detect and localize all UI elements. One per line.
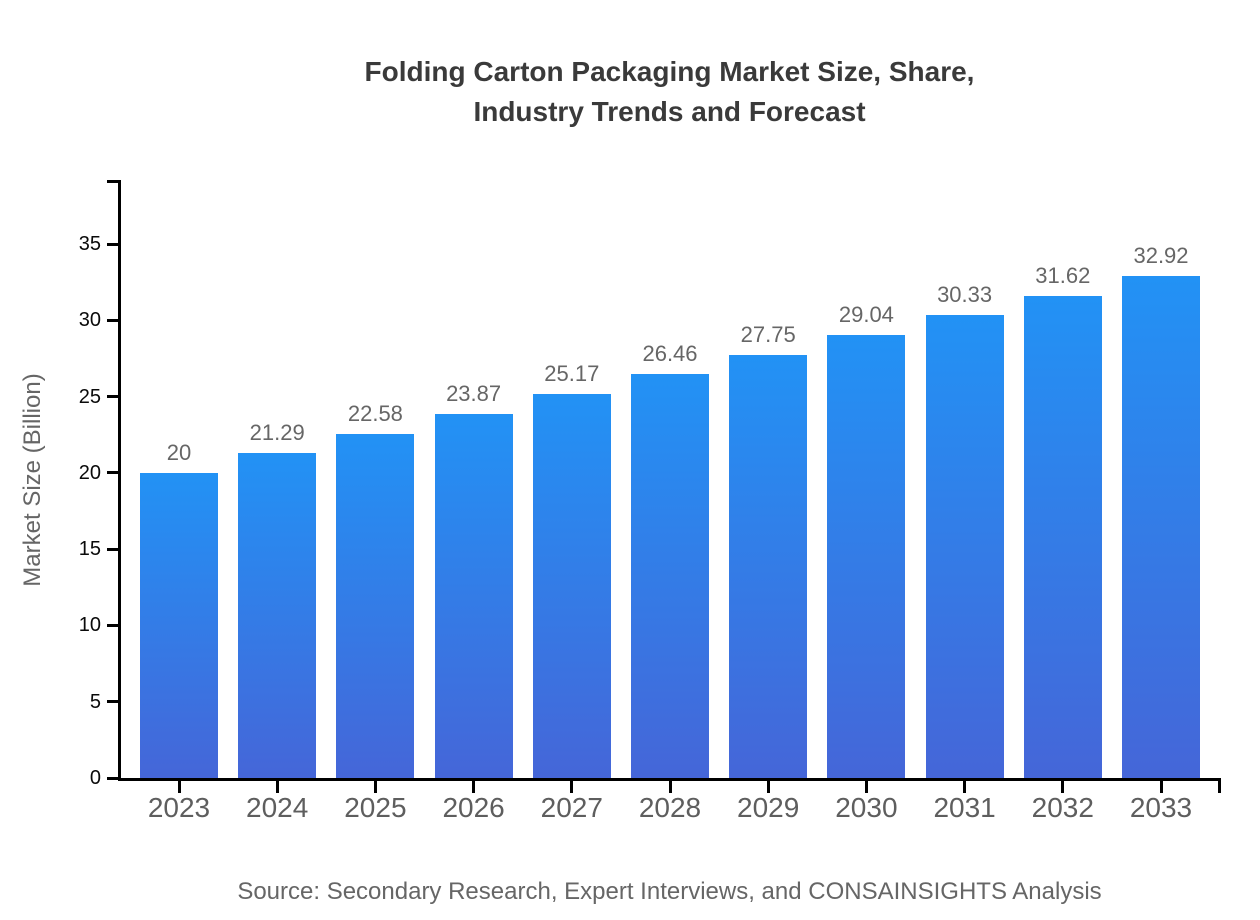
x-axis-tick-label: 2029 bbox=[737, 792, 800, 823]
y-axis-tick-label: 20 bbox=[78, 461, 101, 484]
x-axis-tick bbox=[766, 778, 770, 793]
y-axis-tick-label: 30 bbox=[78, 309, 101, 332]
x-axis-tick bbox=[864, 778, 868, 793]
bar-value-label: 23.87 bbox=[446, 380, 502, 406]
source-text: Source: Secondary Research, Expert Inter… bbox=[237, 878, 1102, 905]
y-axis-end-cap bbox=[107, 180, 121, 183]
x-axis-tick-label: 2028 bbox=[638, 792, 702, 823]
x-axis-tick-label: 2032 bbox=[1031, 792, 1094, 823]
plot-area: 0 5 10 15 20 25 30 35 20 2023 21.29 2024 22.58 2025 23… bbox=[79, 180, 1221, 823]
y-axis-tick-label: 5 bbox=[89, 690, 101, 713]
x-axis-tick-label: 2027 bbox=[540, 792, 603, 823]
x-axis-tick bbox=[177, 778, 181, 793]
y-axis-tick-label: 0 bbox=[89, 767, 101, 789]
x-axis-tick bbox=[1061, 778, 1065, 793]
bar-2033 bbox=[1122, 275, 1200, 778]
x-axis-tick-label: 2030 bbox=[835, 792, 898, 823]
bar-2023 bbox=[140, 472, 218, 778]
bar-value-label: 26.46 bbox=[642, 341, 698, 367]
x-axis-tick bbox=[570, 778, 574, 793]
x-axis-tick-label: 2024 bbox=[246, 792, 309, 823]
bar-2026 bbox=[434, 413, 513, 778]
x-axis-tick-label: 2033 bbox=[1129, 792, 1193, 823]
chart-title-line-2: Industry Trends and Forecast bbox=[473, 96, 866, 127]
bar-value-label: 27.75 bbox=[740, 321, 796, 347]
bar-value-label: 30.33 bbox=[937, 282, 993, 308]
bar-2029 bbox=[729, 354, 808, 778]
bar-value-label: 31.62 bbox=[1035, 262, 1091, 288]
x-axis-tick-label: 2026 bbox=[442, 792, 505, 823]
bar-2024 bbox=[238, 453, 317, 778]
x-axis-tick bbox=[1159, 778, 1163, 793]
y-axis-tick-label: 10 bbox=[78, 614, 101, 637]
x-axis-tick-label: 2023 bbox=[147, 792, 211, 823]
x-axis-tick bbox=[668, 778, 672, 793]
x-axis-tick bbox=[963, 778, 967, 793]
bar-2027 bbox=[532, 394, 611, 778]
bar-value-label: 22.58 bbox=[347, 400, 403, 426]
y-axis-tick-label: 15 bbox=[78, 538, 101, 561]
bar-value-label: 21.29 bbox=[249, 420, 305, 446]
x-axis-tick bbox=[373, 778, 377, 793]
bar-value-label: 20 bbox=[166, 439, 192, 465]
y-axis-tick bbox=[107, 700, 121, 704]
y-axis-tick bbox=[107, 623, 121, 627]
x-axis-end-cap bbox=[1218, 778, 1221, 793]
y-axis-tick-label: 25 bbox=[78, 385, 101, 408]
bar-2025 bbox=[336, 433, 415, 778]
y-axis-tick-label: 35 bbox=[78, 233, 101, 256]
y-axis-tick bbox=[107, 318, 121, 322]
x-axis-tick-label: 2031 bbox=[933, 792, 996, 823]
bar-2030 bbox=[827, 335, 906, 778]
bar-value-label: 25.17 bbox=[544, 361, 600, 387]
y-axis-tick bbox=[107, 547, 121, 551]
y-axis-title: Market Size (Billion) bbox=[19, 373, 46, 587]
x-axis-tick bbox=[275, 778, 279, 793]
bar-2032 bbox=[1023, 295, 1102, 778]
y-axis-tick bbox=[107, 471, 121, 475]
bar-value-label: 29.04 bbox=[838, 302, 894, 327]
y-axis-tick bbox=[107, 242, 121, 246]
bar-2028 bbox=[631, 374, 709, 778]
y-axis-tick bbox=[107, 395, 121, 399]
chart-title: Folding Carton Packaging Market Size, Sh… bbox=[118, 52, 1221, 132]
bar-2031 bbox=[925, 315, 1004, 778]
x-axis-tick-label: 2025 bbox=[344, 792, 407, 823]
y-axis-tick bbox=[107, 776, 121, 780]
chart-title-line-1: Folding Carton Packaging Market Size, Sh… bbox=[364, 56, 975, 87]
x-axis-tick bbox=[472, 778, 476, 793]
bar-value-label: 32.92 bbox=[1133, 242, 1189, 268]
